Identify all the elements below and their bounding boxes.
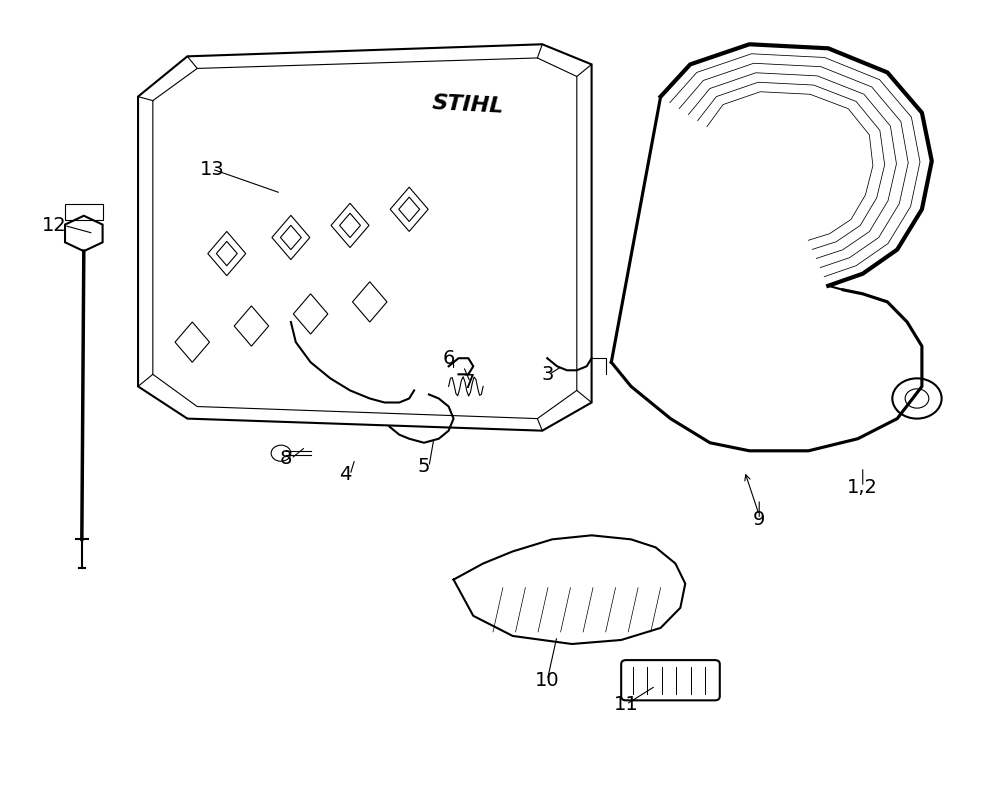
Bar xyxy=(65,204,103,220)
Text: 5: 5 xyxy=(418,457,430,477)
Text: 3: 3 xyxy=(541,365,553,384)
Polygon shape xyxy=(454,535,685,644)
Text: 11: 11 xyxy=(613,695,639,714)
Text: 4: 4 xyxy=(339,465,351,485)
Text: 6: 6 xyxy=(443,349,455,368)
Text: 8: 8 xyxy=(280,449,292,469)
Text: 10: 10 xyxy=(535,671,559,690)
Text: 1,2: 1,2 xyxy=(847,477,879,497)
Text: 7: 7 xyxy=(462,373,474,392)
Text: STIHL: STIHL xyxy=(432,93,505,117)
Text: 12: 12 xyxy=(41,216,67,235)
Text: 9: 9 xyxy=(753,510,765,529)
Text: 13: 13 xyxy=(199,159,225,179)
